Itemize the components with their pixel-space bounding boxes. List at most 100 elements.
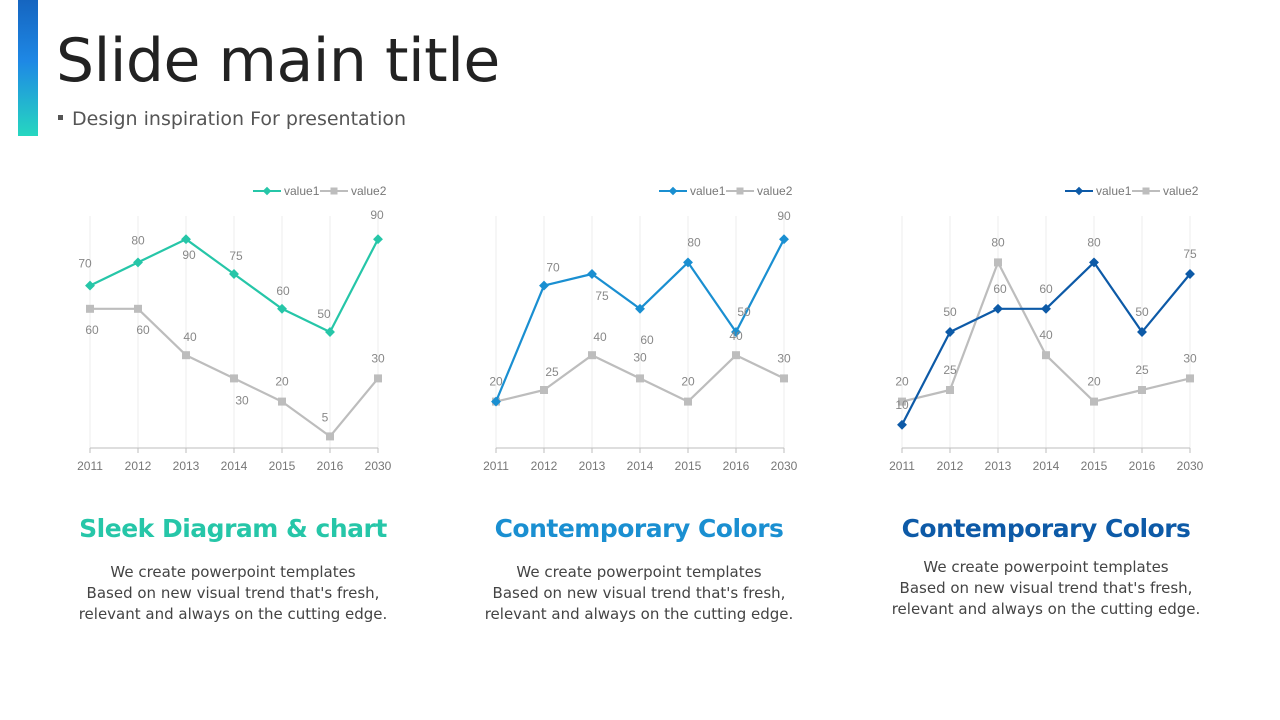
data-point <box>181 234 191 245</box>
panel-heading-2: Contemporary Colors <box>494 514 784 543</box>
slide-title: Slide main title <box>56 26 500 96</box>
subtitle-text: Design inspiration For presentation <box>72 108 407 130</box>
x-tick-label: 2013 <box>985 459 1012 473</box>
panel-heading-1: Sleek Diagram & chart <box>79 514 387 543</box>
data-label: 80 <box>687 235 701 249</box>
x-tick-label: 2011 <box>889 459 915 473</box>
x-tick-label: 2014 <box>221 459 248 473</box>
x-tick-label: 2011 <box>77 459 103 473</box>
panel-text-line: relevant and always on the cutting edge. <box>484 605 794 623</box>
panel-text-1: We create powerpoint templates Based on … <box>43 562 423 625</box>
data-label: 60 <box>276 284 290 298</box>
accent-bar <box>18 0 38 136</box>
legend: value1 value2 <box>253 184 387 198</box>
data-label: 80 <box>131 233 145 247</box>
data-label: 20 <box>275 375 289 389</box>
legend-marker <box>330 187 338 195</box>
data-label: 80 <box>991 235 1005 249</box>
data-point <box>230 374 238 383</box>
data-point <box>732 351 740 360</box>
data-label: 40 <box>183 330 197 344</box>
data-point <box>134 304 142 313</box>
x-tick-label: 2016 <box>317 459 344 473</box>
legend-marker <box>1074 186 1084 196</box>
data-label: 20 <box>1087 375 1101 389</box>
legend-marker <box>262 186 272 196</box>
panel-text-line: We create powerpoint templates <box>110 563 356 581</box>
data-label: 60 <box>1039 282 1053 296</box>
data-label: 80 <box>1087 235 1101 249</box>
data-label: 75 <box>1183 247 1197 261</box>
data-point <box>779 234 789 245</box>
data-label: 60 <box>136 323 150 337</box>
legend-label: value2 <box>757 184 793 198</box>
data-point <box>993 303 1003 314</box>
panel-text-line: We create powerpoint templates <box>923 558 1169 576</box>
legend-marker <box>736 187 744 195</box>
data-point <box>1041 303 1051 314</box>
data-label: 90 <box>182 248 196 262</box>
x-tick-label: 2012 <box>937 459 964 473</box>
data-label: 20 <box>895 375 909 389</box>
x-tick-label: 2015 <box>675 459 702 473</box>
x-tick-label: 2013 <box>173 459 200 473</box>
data-point <box>326 432 334 441</box>
data-label: 25 <box>1135 363 1149 377</box>
data-label: 30 <box>235 393 249 407</box>
data-label: 30 <box>1183 351 1197 365</box>
data-point <box>1138 386 1146 394</box>
data-label: 30 <box>633 350 647 364</box>
x-tick-label: 2015 <box>1081 459 1108 473</box>
slide-subtitle: Design inspiration For presentation <box>58 108 406 130</box>
data-label: 20 <box>681 375 695 389</box>
data-label: 60 <box>993 282 1007 296</box>
panel-text-3: We create powerpoint templates Based on … <box>856 557 1236 620</box>
data-point <box>635 303 645 314</box>
panel-text-line: relevant and always on the cutting edge. <box>78 605 388 623</box>
data-point <box>636 374 644 383</box>
data-point <box>780 374 788 383</box>
data-point <box>683 257 693 268</box>
x-tick-label: 2016 <box>723 459 750 473</box>
data-label: 50 <box>943 305 957 319</box>
data-point <box>539 280 549 291</box>
data-label: 90 <box>777 209 791 223</box>
x-tick-label: 2012 <box>125 459 152 473</box>
x-tick-label: 2011 <box>483 459 509 473</box>
data-label: 75 <box>229 249 243 263</box>
panel-heading-3: Contemporary Colors <box>901 514 1191 543</box>
data-label: 5 <box>322 410 329 424</box>
data-point <box>133 257 143 268</box>
legend-label: value1 <box>1096 184 1132 198</box>
data-point <box>731 327 741 337</box>
legend-label: value2 <box>351 184 387 198</box>
data-point <box>540 386 548 394</box>
data-label: 50 <box>1135 305 1149 319</box>
data-label: 75 <box>595 289 609 303</box>
panel-text-line: We create powerpoint templates <box>516 563 762 581</box>
legend-label: value1 <box>284 184 320 198</box>
x-tick-label: 2030 <box>365 459 392 473</box>
data-label: 25 <box>943 363 957 377</box>
data-label: 20 <box>489 375 503 389</box>
data-label: 50 <box>737 305 751 319</box>
data-point <box>1089 257 1099 268</box>
x-tick-label: 2013 <box>579 459 606 473</box>
data-point <box>85 280 95 291</box>
x-tick-label: 2030 <box>1177 459 1204 473</box>
data-label: 90 <box>370 208 384 222</box>
data-point <box>278 397 286 406</box>
data-point <box>946 386 954 394</box>
panel-text-line: Based on new visual trend that's fresh, <box>899 579 1193 597</box>
data-point <box>1185 269 1195 279</box>
data-label: 60 <box>85 323 99 337</box>
bullet-icon <box>58 115 63 120</box>
data-point <box>587 269 597 279</box>
data-label: 70 <box>546 261 560 275</box>
data-point <box>277 303 287 314</box>
panel-text-2: We create powerpoint templates Based on … <box>449 562 829 625</box>
x-tick-label: 2014 <box>1033 459 1060 473</box>
panel-text-line: Based on new visual trend that's fresh, <box>86 584 380 602</box>
